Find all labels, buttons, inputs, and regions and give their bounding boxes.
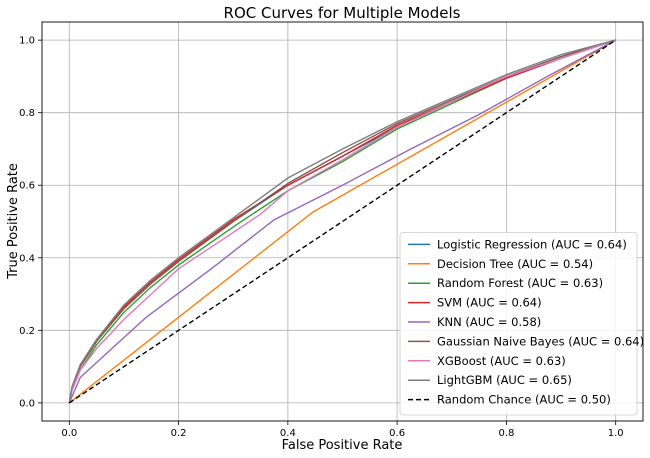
legend-label-xgboost: XGBoost (AUC = 0.63): [437, 354, 566, 368]
x-tick-label: 0.8: [498, 428, 514, 439]
x-tick-label: 0.0: [61, 428, 77, 439]
y-tick-label: 1.0: [19, 36, 35, 47]
y-axis-label: True Positive Rate: [6, 163, 21, 280]
chart-title: ROC Curves for Multiple Models: [224, 4, 461, 22]
legend-label-random-chance: Random Chance (AUC = 0.50): [437, 393, 611, 407]
legend-label-random-forest: Random Forest (AUC = 0.63): [437, 276, 603, 290]
series-layer: [68, 39, 617, 404]
legend-label-decision-tree: Decision Tree (AUC = 0.54): [437, 257, 593, 271]
x-axis-label: False Positive Rate: [282, 438, 403, 453]
x-tick-label: 0.2: [171, 428, 187, 439]
grid: [42, 22, 643, 421]
legend-label-lightgbm: LightGBM (AUC = 0.65): [437, 373, 572, 387]
legend-label-knn: KNN (AUC = 0.58): [437, 315, 541, 329]
legend-label-gaussian-naive-bayes: Gaussian Naive Bayes (AUC = 0.64): [437, 334, 644, 348]
legend-label-logistic-regression: Logistic Regression (AUC = 0.64): [437, 237, 627, 251]
x-tick-label: 1.0: [608, 428, 624, 439]
x-axis-ticks: 0.0 0.2 0.4 0.6 0.8 1.0: [61, 421, 624, 439]
series-line-knn: [68, 39, 617, 404]
plot-area-frame: [41, 21, 644, 422]
y-tick-label: 0.0: [19, 398, 35, 409]
series-line-lightgbm: [68, 39, 616, 404]
y-tick-label: 0.2: [19, 326, 35, 337]
y-tick-label: 0.8: [19, 108, 35, 119]
x-tick-label: 0.4: [280, 428, 296, 439]
series-line-random-chance: [68, 39, 617, 404]
series-line-decision-tree: [68, 39, 617, 404]
x-tick-label: 0.6: [389, 428, 405, 439]
legend: Logistic Regression (AUC = 0.64) Decision…: [399, 231, 644, 416]
legend-box: [399, 231, 638, 416]
y-tick-label: 0.4: [19, 253, 35, 264]
y-axis-ticks: 0.0 0.2 0.4 0.6 0.8 1.0: [19, 36, 42, 409]
legend-label-svm: SVM (AUC = 0.64): [437, 296, 542, 310]
y-tick-label: 0.6: [19, 181, 35, 192]
series-line-xgboost: [68, 39, 616, 404]
